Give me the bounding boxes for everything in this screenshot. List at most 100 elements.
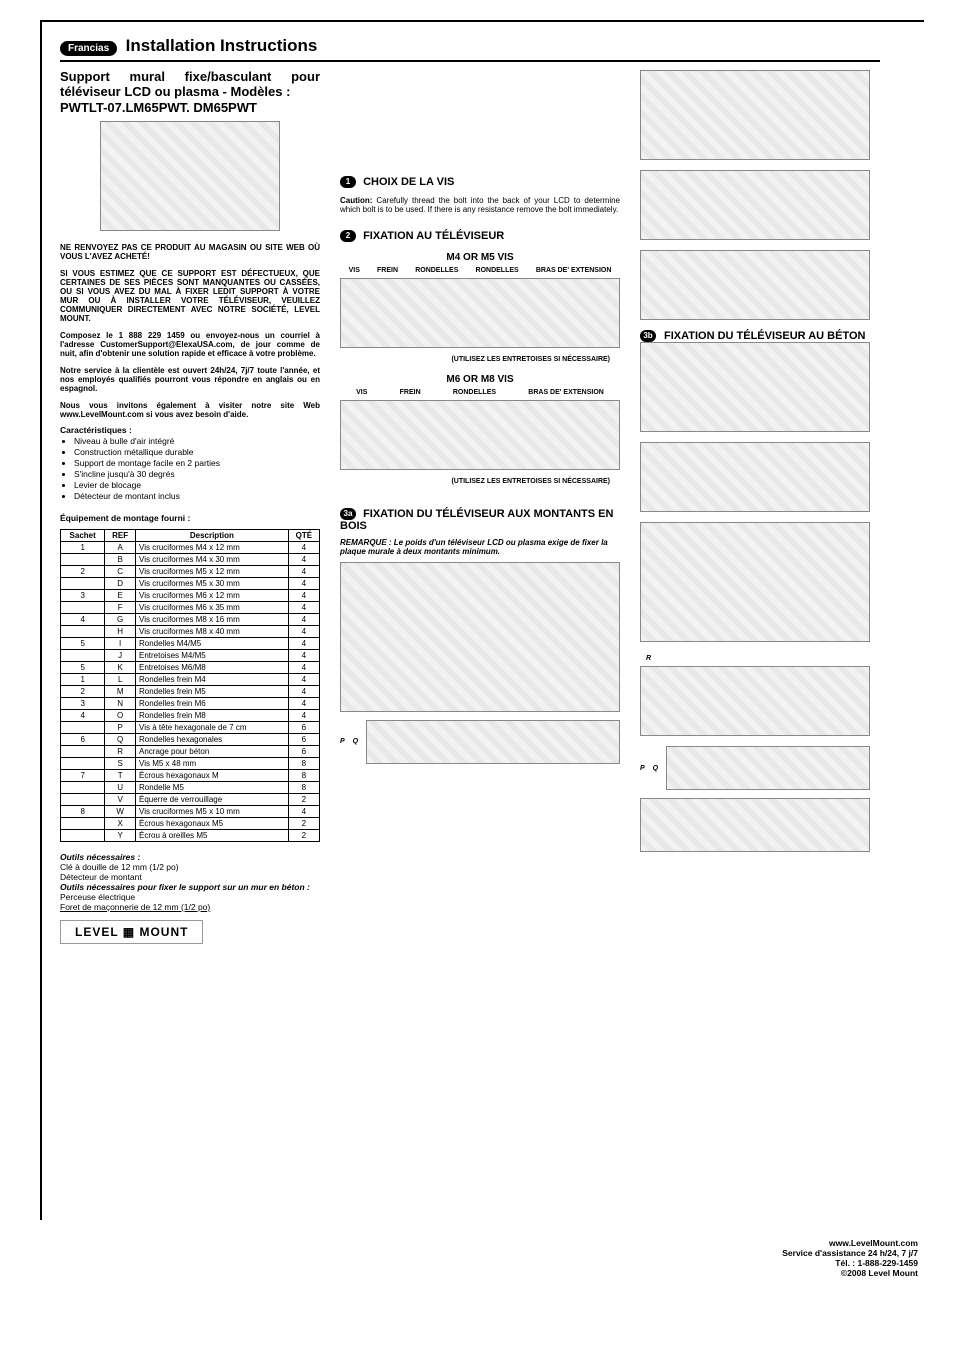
table-row: HVis cruciformes M8 x 40 mm4 xyxy=(61,625,320,637)
cell-desc: Entretoises M4/M5 xyxy=(136,649,289,661)
cell-qty: 4 xyxy=(288,601,319,613)
cell-desc: Vis cruciformes M6 x 35 mm xyxy=(136,601,289,613)
cell-qty: 4 xyxy=(288,697,319,709)
cell-sachet: 4 xyxy=(61,613,105,625)
illustration-bracket-rear xyxy=(640,70,870,160)
cell-qty: 2 xyxy=(288,829,319,841)
cell-sachet xyxy=(61,625,105,637)
tool-item: Foret de maçonnerie de 12 mm (1/2 po) xyxy=(60,902,320,912)
cell-desc: Rondelles frein M8 xyxy=(136,709,289,721)
table-row: VÉquerre de verrouillage2 xyxy=(61,793,320,805)
cell-ref: N xyxy=(105,697,136,709)
cell-desc: Vis cruciformes M5 x 12 mm xyxy=(136,565,289,577)
title-separator xyxy=(60,60,880,62)
cell-desc: Rondelles M4/M5 xyxy=(136,637,289,649)
step3b-title: FIXATION DU TÉLÉVISEUR AU BÉTON xyxy=(664,330,865,342)
cell-desc: Vis cruciformes M4 x 30 mm xyxy=(136,553,289,565)
cell-ref: D xyxy=(105,577,136,589)
page-title: Installation Instructions xyxy=(126,36,318,55)
warning-defective: SI VOUS ESTIMEZ QUE CE SUPPORT EST DÉFEC… xyxy=(60,269,320,323)
footer-service: Service d'assistance 24 h/24, 7 j/7 xyxy=(40,1248,918,1258)
cell-sachet: 1 xyxy=(61,541,105,553)
website-invite: Nous vous invitons également à visiter n… xyxy=(60,401,320,419)
step2-title: FIXATION AU TÉLÉVISEUR xyxy=(363,230,504,242)
cell-desc: Écrou à oreilles M5 xyxy=(136,829,289,841)
feature-item: Levier de blocage xyxy=(74,480,320,490)
cell-ref: U xyxy=(105,781,136,793)
cell-qty: 4 xyxy=(288,541,319,553)
cell-ref: P xyxy=(105,721,136,733)
diagram-wall-wood xyxy=(366,720,620,764)
cell-ref: E xyxy=(105,589,136,601)
step3b-heading: 3b FIXATION DU TÉLÉVISEUR AU BÉTON xyxy=(640,330,870,342)
diagram-wall-concrete-pq xyxy=(666,746,870,790)
table-row: 5KEntretoises M6/M84 xyxy=(61,661,320,673)
step1-caution: Caution: Carefully thread the bolt into … xyxy=(340,196,620,214)
cell-ref: L xyxy=(105,673,136,685)
label-q: Q xyxy=(653,765,658,772)
cell-qty: 2 xyxy=(288,817,319,829)
cell-sachet: 2 xyxy=(61,685,105,697)
cell-sachet xyxy=(61,757,105,769)
step2-sub-m4m5: M4 OR M5 VIS xyxy=(340,252,620,263)
columns: Support mural fixe/basculant pour télévi… xyxy=(60,70,924,944)
features-list: Niveau à bulle d'air intégré Constructio… xyxy=(74,436,320,501)
cell-desc: Vis cruciformes M6 x 12 mm xyxy=(136,589,289,601)
cell-sachet xyxy=(61,721,105,733)
table-row: URondelle M58 xyxy=(61,781,320,793)
cell-qty: 4 xyxy=(288,805,319,817)
cell-desc: Ancrage pour béton xyxy=(136,745,289,757)
diagram-wood-studs xyxy=(340,562,620,712)
callout-spacers: (UTILISEZ LES ENTRETOISES SI NÉCESSAIRE) xyxy=(340,356,620,364)
step3a-title: FIXATION DU TÉLÉVISEUR AUX MONTANTS EN B… xyxy=(340,508,613,532)
step1-badge: 1 xyxy=(340,176,356,188)
cell-desc: Vis cruciformes M5 x 10 mm xyxy=(136,805,289,817)
table-row: FVis cruciformes M6 x 35 mm4 xyxy=(61,601,320,613)
cell-qty: 4 xyxy=(288,577,319,589)
cell-ref: C xyxy=(105,565,136,577)
cell-qty: 4 xyxy=(288,613,319,625)
cell-desc: Vis cruciformes M8 x 40 mm xyxy=(136,625,289,637)
cell-ref: O xyxy=(105,709,136,721)
label-frein: FREIN xyxy=(400,389,421,396)
footer-phone: Tél. : 1-888-229-1459 xyxy=(40,1258,918,1268)
cell-desc: Rondelles frein M6 xyxy=(136,697,289,709)
step2-badge: 2 xyxy=(340,230,356,242)
table-row: 6QRondelles hexagonales6 xyxy=(61,733,320,745)
levelmount-logo: LEVEL ▦ MOUNT xyxy=(60,920,203,944)
illustration-levelmount-final xyxy=(640,798,870,852)
language-pill: Francias xyxy=(60,41,117,56)
table-row: 2CVis cruciformes M5 x 12 mm4 xyxy=(61,565,320,577)
illustration-levelmount-2 xyxy=(640,250,870,320)
footer: www.LevelMount.com Service d'assistance … xyxy=(40,1238,924,1278)
th-qte: QTÉ xyxy=(288,529,319,541)
illustration-levelmount-3 xyxy=(640,442,870,512)
cell-qty: 2 xyxy=(288,793,319,805)
diagram-m4m5 xyxy=(340,278,620,348)
table-row: RAncrage pour béton6 xyxy=(61,745,320,757)
product-models: PWTLT-07.LM65PWT. DM65PWT xyxy=(60,100,320,115)
cell-desc: Vis M5 x 48 mm xyxy=(136,757,289,769)
label-vis: VIS xyxy=(356,389,367,396)
cell-sachet xyxy=(61,553,105,565)
spacer xyxy=(340,70,620,170)
feature-item: Construction métallique durable xyxy=(74,447,320,457)
tools-heading: Outils nécessaires : xyxy=(60,852,320,862)
cell-desc: Rondelles hexagonales xyxy=(136,733,289,745)
cell-desc: Vis cruciformes M5 x 30 mm xyxy=(136,577,289,589)
cell-ref: V xyxy=(105,793,136,805)
label-p: P xyxy=(340,738,345,745)
table-row: 2MRondelles frein M54 xyxy=(61,685,320,697)
header: Francias Installation Instructions xyxy=(60,36,924,62)
step3a-note: REMARQUE : Le poids d'un téléviseur LCD … xyxy=(340,538,620,556)
cell-ref: H xyxy=(105,625,136,637)
table-row: 1LRondelles frein M44 xyxy=(61,673,320,685)
table-row: 4ORondelles frein M84 xyxy=(61,709,320,721)
cell-qty: 4 xyxy=(288,673,319,685)
label-vis: VIS xyxy=(349,267,360,274)
table-row: 3EVis cruciformes M6 x 12 mm4 xyxy=(61,589,320,601)
cell-ref: B xyxy=(105,553,136,565)
feature-item: Support de montage facile en 2 parties xyxy=(74,458,320,468)
footer-copyright: ©2008 Level Mount xyxy=(40,1268,918,1278)
cell-sachet xyxy=(61,577,105,589)
